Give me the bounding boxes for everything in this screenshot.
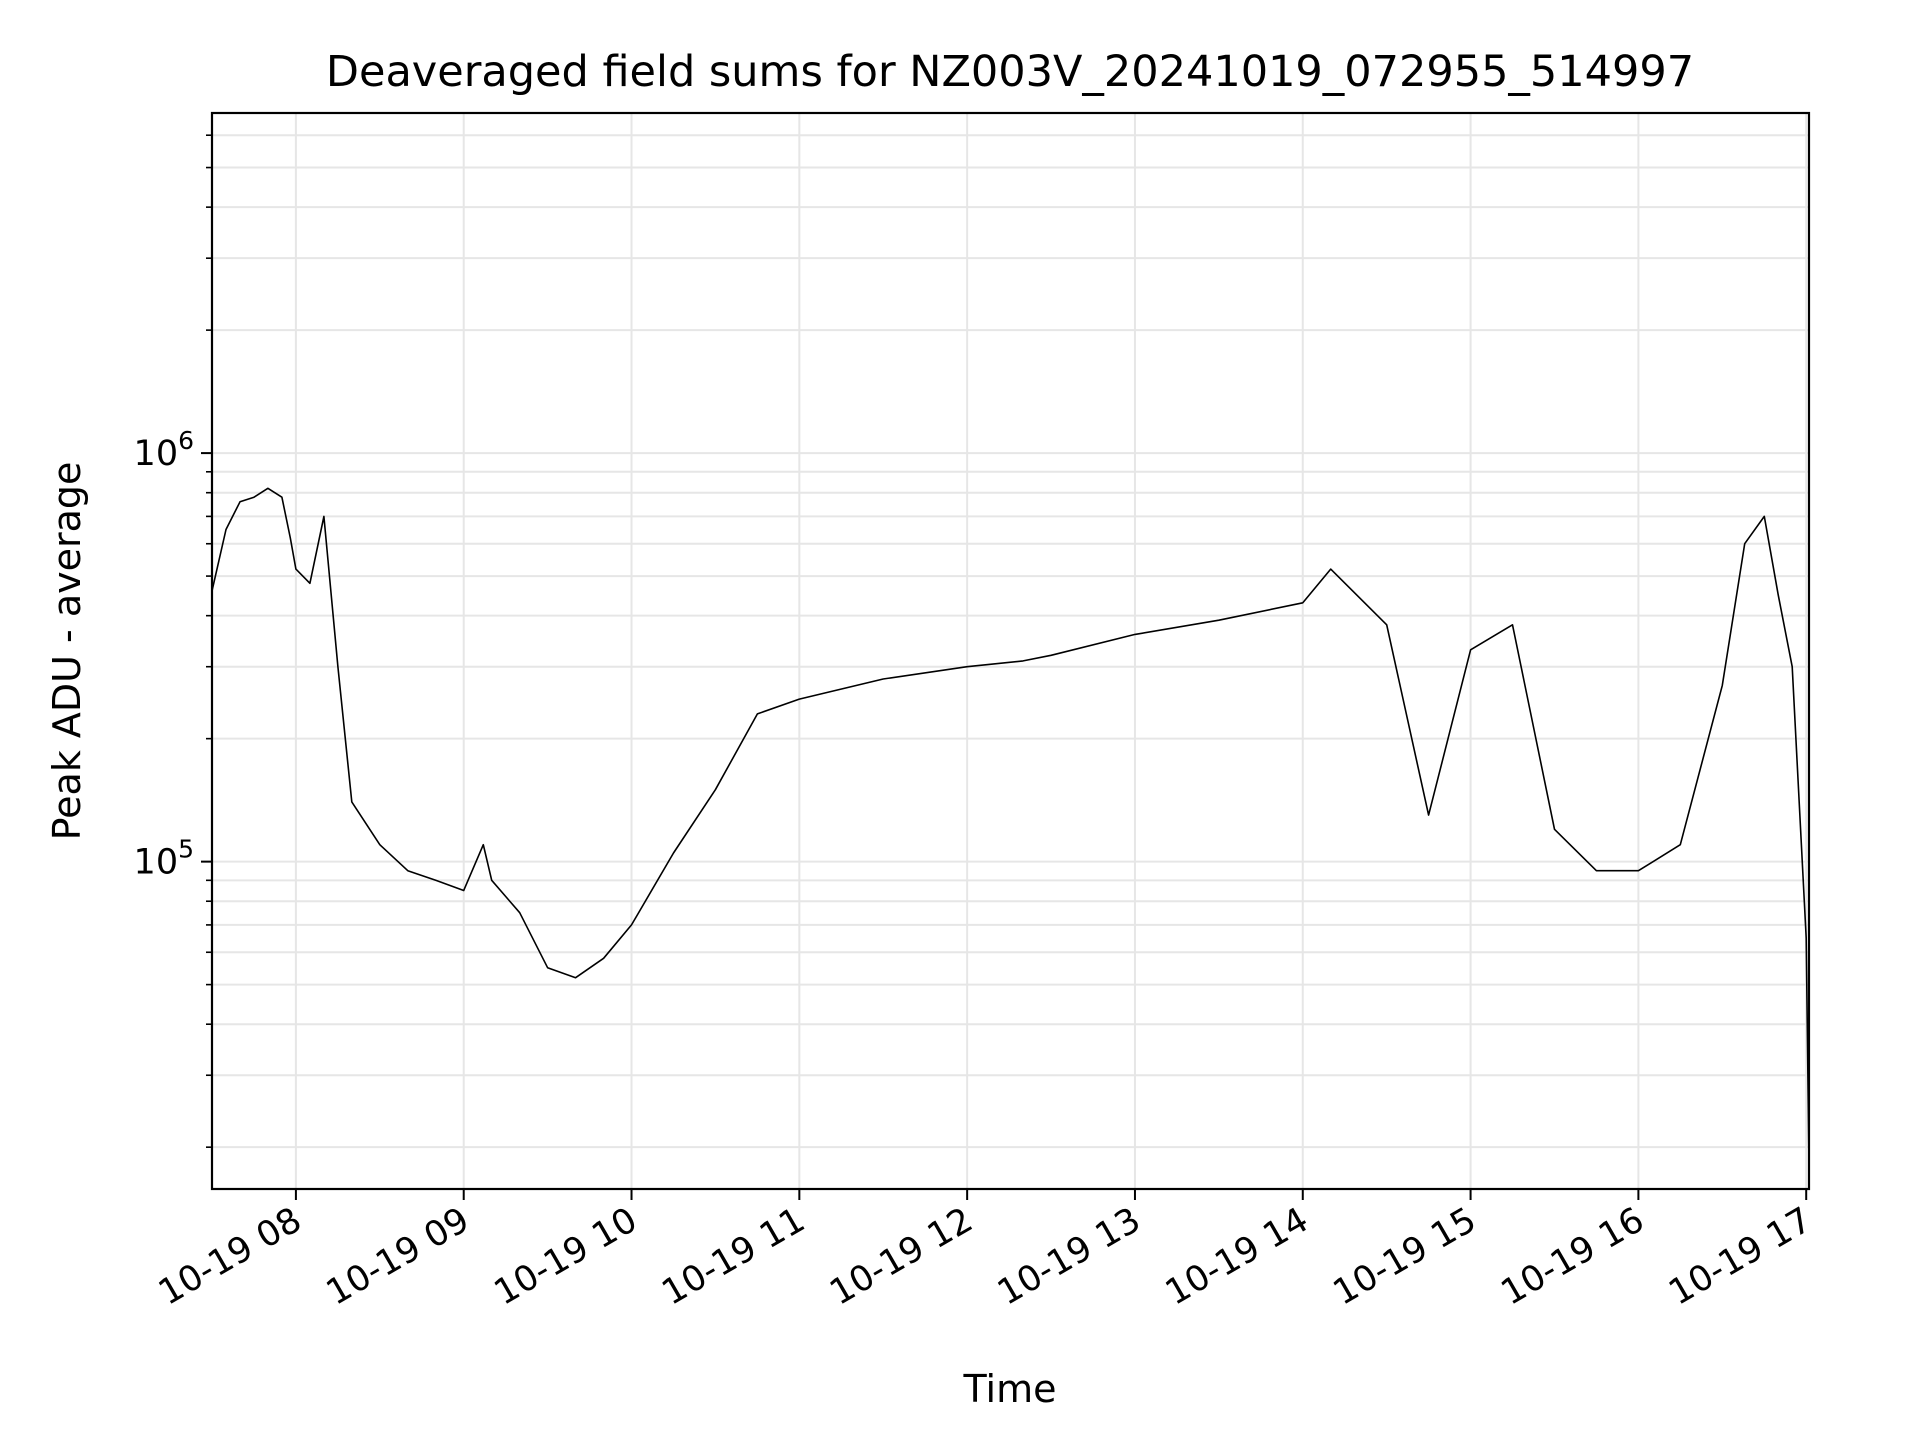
series-line: [211, 487, 1810, 1166]
grid: [212, 113, 1809, 1189]
series-layer: [211, 487, 1810, 1166]
chart-title: Deaveraged field sums for NZ003V_2024101…: [326, 47, 1694, 97]
x-axis-label: Time: [963, 1367, 1057, 1411]
plot-frame: [210, 111, 1811, 1191]
y-axis-label: Peak ADU - average: [45, 462, 89, 841]
